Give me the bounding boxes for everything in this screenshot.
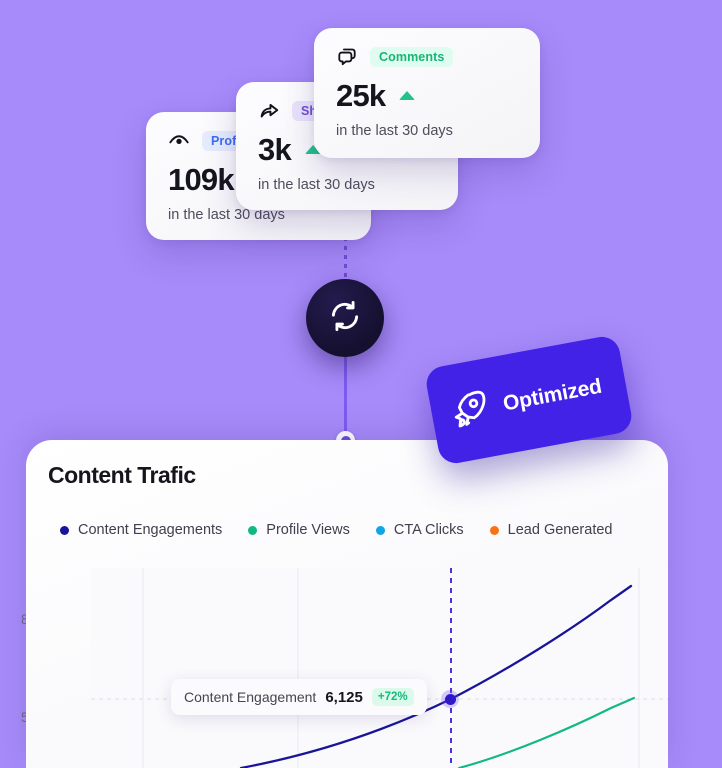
optimized-badge[interactable]: Optimized: [423, 333, 635, 467]
sync-refresh-icon: [328, 299, 362, 338]
series-line-content-engagements: [239, 584, 633, 768]
stat-card-value-row: 25k: [336, 80, 518, 111]
chart-tooltip: Content Engagement 6,125 +72%: [171, 679, 427, 715]
legend-item-profile-views[interactable]: Profile Views: [248, 522, 350, 538]
legend-label: Profile Views: [266, 522, 350, 538]
stat-card-value: 3k: [258, 132, 292, 167]
page-title: Content Trafic: [48, 462, 196, 488]
eye-icon: [168, 130, 190, 152]
legend-label: CTA Clicks: [393, 522, 464, 538]
legend-dot-icon: [60, 525, 69, 535]
stat-card-subtitle: in the last 30 days: [336, 123, 453, 139]
legend-item-cta-clicks[interactable]: CTA Clicks: [375, 522, 464, 538]
tooltip-delta-badge: +72%: [371, 688, 414, 706]
legend-item-content-engagements[interactable]: Content Engagements: [60, 522, 222, 538]
legend-dot-icon: [375, 525, 385, 535]
stat-card-subtitle: in the last 30 days: [258, 177, 375, 193]
series-line-profile-views: [457, 696, 636, 768]
sync-badge-button[interactable]: [306, 279, 384, 357]
tooltip-label: Content Engagement: [184, 689, 317, 705]
chart-highlight-point[interactable]: [441, 690, 459, 708]
content-traffic-panel: Content Trafic Content Engagements Profi…: [26, 440, 668, 768]
optimized-badge-label: Optimized: [501, 374, 604, 416]
stat-card-subtitle: in the last 30 days: [168, 207, 285, 223]
rocket-icon: [446, 385, 494, 437]
trend-up-icon: [399, 91, 416, 100]
stat-card-header: Comments: [336, 46, 518, 68]
solid-connector-line: [344, 336, 347, 442]
legend-label: Lead Generated: [507, 522, 613, 538]
stat-card-value: 25k: [336, 78, 386, 113]
stat-card-value: 109k: [168, 162, 235, 197]
trend-up-icon: [304, 145, 321, 154]
chart-svg: [91, 568, 668, 768]
stat-card-comments[interactable]: Comments 25k in the last 30 days: [314, 28, 540, 158]
line-chart-plot[interactable]: [91, 568, 668, 768]
comment-icon: [336, 46, 358, 68]
legend-dot-icon: [489, 525, 499, 535]
dotted-connector-line: [344, 228, 347, 298]
stat-card-badge: Comments: [370, 47, 454, 67]
legend-item-lead-generated[interactable]: Lead Generated: [489, 522, 613, 538]
chart-legend: Content Engagements Profile Views CTA Cl…: [60, 522, 612, 538]
stat-card-value-row: 3k: [258, 134, 436, 165]
legend-dot-icon: [248, 525, 258, 535]
tooltip-value: 6,125: [325, 688, 363, 706]
share-icon: [258, 100, 280, 122]
legend-label: Content Engagements: [78, 522, 223, 538]
